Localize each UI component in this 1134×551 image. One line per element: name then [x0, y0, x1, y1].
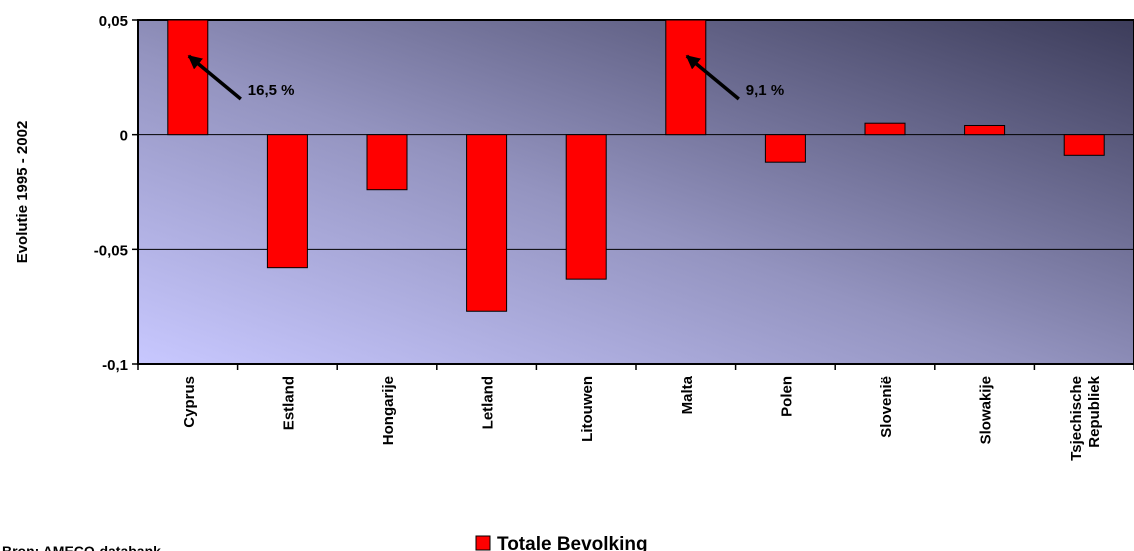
legend-swatch [475, 535, 491, 551]
bar-cyprus [167, 19, 209, 136]
annotation-arrow [187, 54, 242, 101]
source-note: Bron: AMECO-databank [2, 543, 161, 551]
x-tick-label: Tsjechische [1068, 376, 1085, 461]
y-tick-label: 0 [120, 128, 128, 145]
y-axis-label: Evolutie 1995 - 2002 [14, 121, 31, 264]
bar-malta [665, 19, 707, 136]
bar-hongarije [366, 134, 408, 191]
bar-litouwen [565, 134, 607, 280]
annotation-label: 9,1 % [746, 82, 784, 99]
x-axis-ticks: Cyprus Estland Hongarije Letland Litouwen Mal… [137, 364, 1134, 461]
bar-letland [466, 134, 508, 312]
legend-label: Totale Bevolking [497, 534, 648, 551]
annotation-label: 16,5 % [248, 82, 295, 99]
x-tick-label: Polen [778, 376, 795, 417]
y-tick-label: -0,1 [102, 357, 128, 374]
x-tick-label: Letland [480, 376, 497, 429]
bar-polen [764, 134, 806, 163]
y-tick-label: 0,05 [99, 13, 128, 30]
x-tick-label: Litouwen [579, 376, 596, 442]
bar-estland [266, 134, 308, 269]
y-axis-ticks: 0,05 0 -0,05 -0,1 [94, 13, 138, 374]
y-tick-label: -0,05 [94, 242, 128, 259]
annotations: 16,5 % 9,1 % [187, 54, 784, 101]
annotation-arrow [685, 54, 740, 101]
x-tick-label: Malta [679, 375, 696, 414]
bar-slowakije [964, 124, 1006, 136]
bar-tsjechische-republiek [1063, 134, 1105, 156]
x-tick-label: Slovenië [878, 376, 895, 438]
x-tick-label: Cyprus [181, 376, 198, 428]
legend: Totale Bevolking [475, 534, 648, 551]
bars [167, 19, 1105, 312]
x-tick-label: Republiek [1086, 375, 1103, 447]
x-tick-label: Estland [280, 376, 297, 430]
bar-sloveni- [864, 122, 906, 136]
x-tick-label: Slowakije [978, 376, 995, 444]
x-tick-label: Hongarije [380, 376, 397, 445]
